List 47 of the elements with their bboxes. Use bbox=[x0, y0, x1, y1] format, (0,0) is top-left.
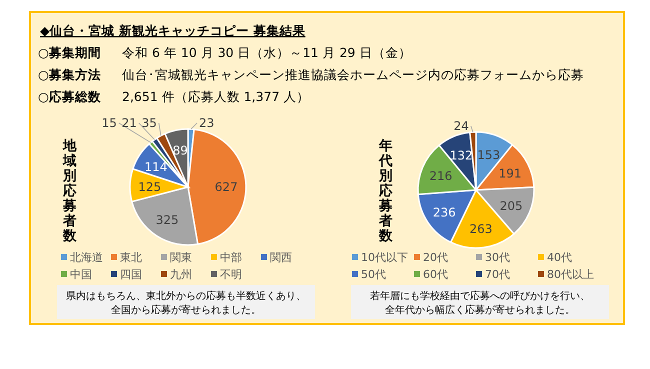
legend-label: 四国 bbox=[120, 268, 142, 281]
data-label: 191 bbox=[498, 166, 522, 181]
legend-label: 20代 bbox=[423, 251, 448, 264]
legend-label: 中部 bbox=[220, 251, 242, 264]
text: 年代別応募者数 bbox=[378, 138, 394, 244]
legend-label: 関西 bbox=[270, 251, 292, 264]
data-label: 24 bbox=[454, 119, 469, 133]
legend-label: 北海道 bbox=[70, 251, 103, 264]
legend-label: 中国 bbox=[70, 268, 92, 281]
legend-label: 10代以下 bbox=[361, 251, 408, 264]
data-label: 35 bbox=[142, 116, 157, 130]
text: 令和 6 年 10 月 30 日（水）～11 月 29 日（金） bbox=[122, 45, 412, 60]
data-label: 132 bbox=[450, 148, 473, 163]
data-label: 125 bbox=[138, 180, 162, 194]
data-label: 21 bbox=[122, 116, 137, 130]
text: ○応募総数 bbox=[38, 89, 102, 104]
text: 地域別応募者数 bbox=[62, 138, 78, 244]
legend-label: 50代 bbox=[361, 268, 386, 281]
data-label: 205 bbox=[500, 199, 523, 214]
data-label: 325 bbox=[156, 213, 179, 228]
data-label: 263 bbox=[470, 222, 492, 236]
data-label: 89 bbox=[172, 144, 188, 158]
text: ○募集期間 bbox=[38, 45, 101, 60]
data-label: 216 bbox=[429, 169, 452, 183]
text: 2,651 件（応募人数 1,377 人） bbox=[122, 89, 310, 104]
legend-label: 関東 bbox=[170, 251, 192, 264]
legend-label: 40代 bbox=[547, 251, 572, 264]
data-label: 236 bbox=[432, 206, 456, 220]
legend-label: 60代 bbox=[423, 268, 448, 281]
text: 県内はもちろん、東北外からの応募も半数近くあり、 bbox=[66, 290, 306, 302]
legend-label: 30代 bbox=[485, 251, 510, 264]
data-label: 153 bbox=[477, 148, 500, 162]
data-label: 627 bbox=[214, 180, 238, 194]
text: ◆仙台・宮城 新観光キャッチコピー 募集結果 bbox=[40, 23, 306, 38]
legend-label: 不明 bbox=[220, 268, 242, 281]
text: 若年層にも学校経由で応募への呼びかけを行い、 bbox=[370, 290, 590, 302]
legend-label: 70代 bbox=[485, 268, 510, 281]
text: ○募集方法 bbox=[38, 67, 101, 82]
legend-label: 九州 bbox=[170, 268, 192, 281]
data-label: 15 bbox=[102, 116, 117, 130]
text: 全年代から幅広く応募が寄せられました。 bbox=[385, 304, 575, 316]
data-label: 114 bbox=[144, 160, 168, 174]
legend-label: 80代以上 bbox=[547, 268, 594, 281]
text: 全国から応募が寄せられました。 bbox=[111, 304, 261, 316]
legend-label: 東北 bbox=[120, 251, 142, 264]
data-label: 23 bbox=[199, 116, 214, 130]
text: 仙台･宮城観光キャンペーン推進協議会ホームページ内の応募フォームから応募 bbox=[122, 67, 584, 82]
